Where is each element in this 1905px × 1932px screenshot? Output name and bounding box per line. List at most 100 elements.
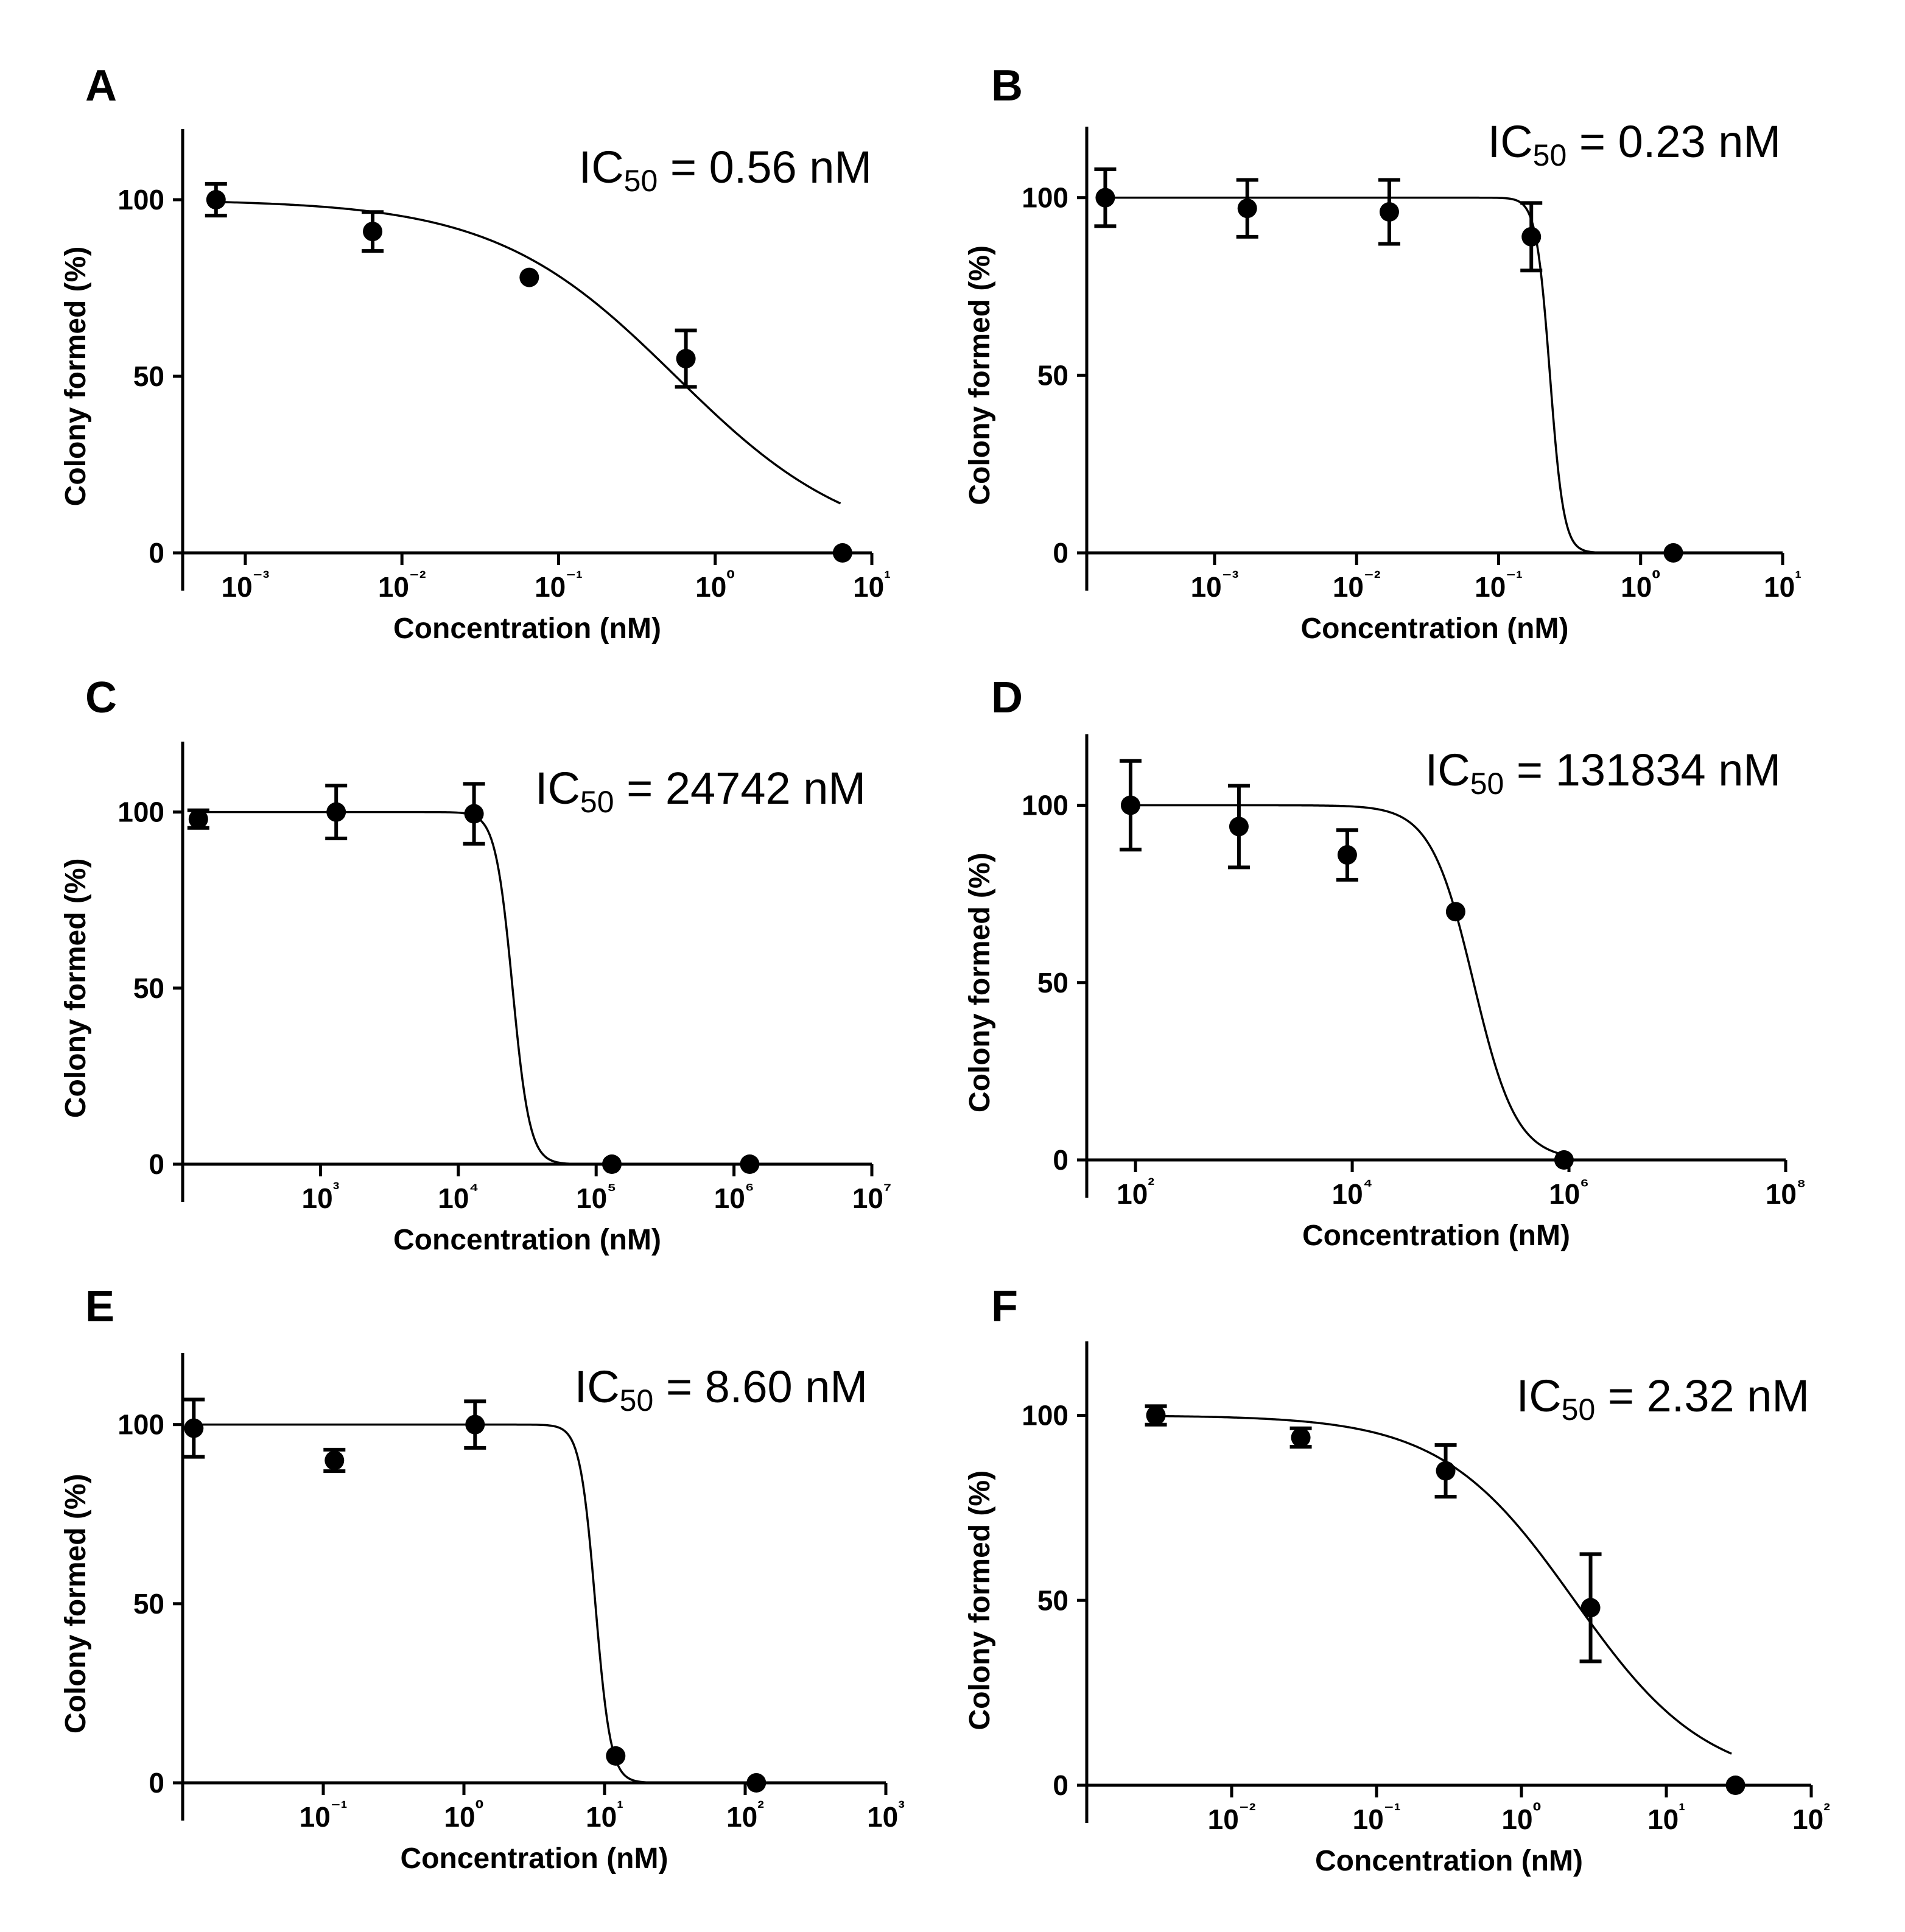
x-tick-label: 10² [1117,1174,1154,1210]
x-tick-exponent: ¹ [617,1797,623,1819]
data-point [1095,188,1115,208]
x-tick-exponent: ⁻² [1364,567,1381,589]
data-point [1237,198,1257,219]
x-tick-base: 10 [867,1801,898,1833]
fit-curve [1156,1414,1732,1755]
ic50-annotation: IC50 = 2.32 nM [1517,1371,1809,1427]
y-axis-title: Colony formed (%) [964,245,996,505]
x-axis-title: Concentration (nM) [393,613,661,645]
data-point [1725,1776,1745,1795]
x-tick-base: 10 [444,1801,475,1833]
x-tick-label: 10¹ [1647,1799,1685,1835]
ic50-prefix: IC [1517,1371,1562,1421]
x-tick-label: 10⁰ [1621,567,1660,603]
y-tick-label: 0 [1053,1144,1068,1176]
x-tick-base: 10 [1549,1178,1580,1210]
x-tick-base: 10 [576,1182,607,1214]
x-tick-base: 10 [1792,1804,1823,1835]
data-point [746,1773,767,1793]
ic50-subscript: 50 [1533,138,1567,172]
x-tick-label: 10⁰ [1501,1799,1541,1835]
x-tick-label: 10⁻³ [222,567,270,603]
x-tick-exponent: ¹ [1679,1799,1685,1821]
y-axis-title: Colony formed (%) [60,859,92,1119]
data-point [602,1154,622,1174]
x-tick-exponent: ⁻¹ [1384,1799,1401,1821]
ic50-annotation: IC50 = 8.60 nM [575,1361,868,1417]
fit-curve [1130,804,1564,1156]
ic50-subscript: 50 [624,164,658,198]
y-tick-label: 0 [1053,537,1068,569]
x-tick-label: 10⁵ [576,1178,616,1214]
x-tick-base: 10 [1475,571,1506,603]
y-tick-label: 100 [1022,790,1068,821]
data-point [519,267,539,287]
x-tick-base: 10 [1764,571,1795,603]
x-tick-base: 10 [586,1801,617,1833]
ic50-value: = 0.23 nM [1566,116,1781,167]
x-tick-base: 10 [1333,571,1364,603]
data-point [1580,1598,1601,1618]
y-axis-title: Colony formed (%) [964,1470,996,1730]
x-tick-exponent: ² [757,1797,764,1819]
x-tick-base: 10 [1117,1178,1148,1210]
data-point [1554,1150,1574,1170]
x-tick-base: 10 [222,571,253,603]
x-tick-label: 10⁴ [438,1178,479,1214]
x-tick-base: 10 [726,1801,757,1833]
x-tick-base: 10 [1332,1178,1363,1210]
panel-letter: E [85,1282,114,1331]
y-tick-label: 100 [1022,1400,1068,1431]
data-point [464,804,484,824]
ic50-annotation: IC50 = 0.56 nM [579,142,872,198]
x-tick-label: 10³ [867,1797,905,1833]
ic50-subscript: 50 [1562,1393,1596,1427]
y-axis-title: Colony formed (%) [60,1474,92,1734]
data-point [1379,202,1399,222]
x-tick-label: 10⁴ [1332,1174,1373,1210]
x-tick-exponent: ⁻¹ [1506,567,1523,589]
x-tick-exponent: ⁰ [726,567,735,589]
x-tick-label: 10² [1792,1799,1830,1835]
ic50-prefix: IC [1425,745,1470,795]
x-tick-base: 10 [1621,571,1652,603]
data-point [465,1414,485,1435]
x-axis-title: Concentration (nM) [1301,613,1569,645]
x-tick-label: 10⁰ [695,567,735,603]
data-point [1445,902,1465,922]
x-tick-label: 10⁻¹ [1353,1799,1401,1835]
x-tick-exponent: ³ [898,1797,905,1819]
fit-curve [194,1423,753,1784]
y-tick-label: 50 [1037,967,1068,999]
data-point [1337,845,1357,865]
ic50-value: = 8.60 nM [653,1361,868,1412]
x-tick-base: 10 [1501,1804,1532,1835]
x-tick-label: 10² [726,1797,764,1833]
data-point [1521,227,1542,247]
ic50-subscript: 50 [580,785,614,819]
x-tick-label: 10⁻² [1333,567,1381,603]
ic50-subscript: 50 [1470,767,1504,801]
x-tick-exponent: ⁶ [1580,1174,1589,1196]
x-tick-exponent: ³ [333,1178,340,1200]
x-tick-exponent: ⁻³ [253,567,270,589]
x-tick-label: 10⁶ [714,1178,754,1214]
x-tick-label: 10⁶ [1549,1174,1589,1210]
x-tick-label: 10⁻³ [1191,567,1239,603]
y-tick-label: 100 [118,184,164,216]
x-tick-exponent: ² [1823,1799,1830,1821]
data-point [1663,543,1683,563]
x-tick-exponent: ⁻² [409,567,426,589]
x-tick-exponent: ⁻¹ [566,567,583,589]
ic50-annotation: IC50 = 131834 nM [1425,745,1781,801]
x-tick-label: 10¹ [1764,567,1802,603]
x-tick-label: 10⁰ [444,1797,483,1833]
x-tick-exponent: ² [1148,1174,1154,1196]
x-axis-title: Concentration (nM) [1302,1220,1570,1252]
panel-letter: B [991,61,1023,110]
x-axis-title: Concentration (nM) [401,1842,668,1875]
